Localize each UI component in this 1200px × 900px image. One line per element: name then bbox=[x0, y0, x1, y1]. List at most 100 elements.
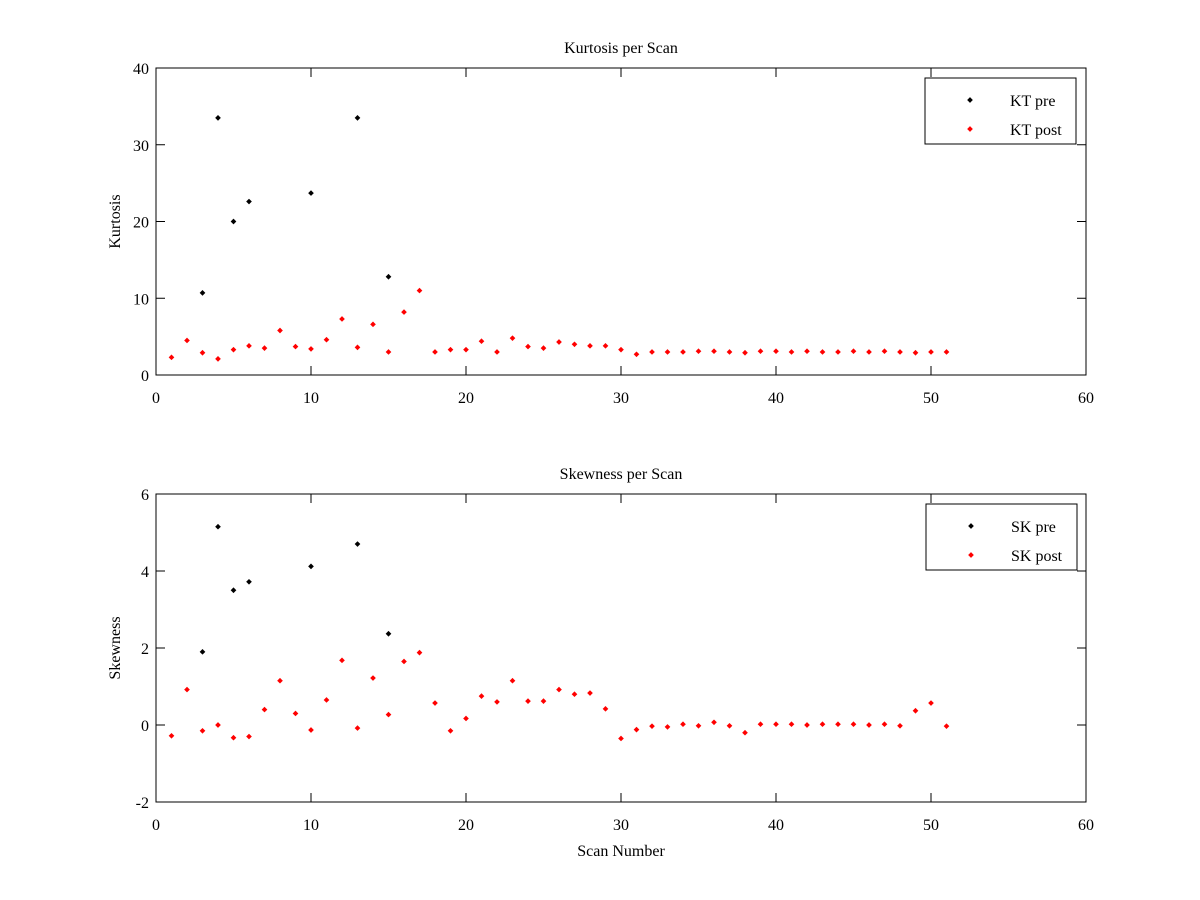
data-point bbox=[339, 316, 345, 322]
data-point bbox=[401, 658, 407, 665]
series-pre bbox=[199, 523, 392, 655]
data-point bbox=[494, 349, 500, 355]
data-point bbox=[649, 723, 655, 729]
data-point bbox=[246, 343, 252, 349]
series-post bbox=[168, 649, 950, 742]
legend-box bbox=[924, 77, 1077, 145]
legend-label: SK pre bbox=[1011, 519, 1056, 536]
data-point bbox=[633, 351, 640, 358]
data-point bbox=[199, 290, 206, 296]
data-point bbox=[385, 711, 392, 718]
data-point bbox=[230, 734, 237, 741]
data-point bbox=[835, 349, 841, 355]
data-point bbox=[711, 719, 717, 726]
series-post bbox=[168, 287, 950, 362]
y-tick-label: 6 bbox=[141, 487, 149, 504]
data-point bbox=[246, 578, 252, 585]
data-point bbox=[695, 722, 702, 729]
data-point bbox=[246, 733, 252, 740]
data-point bbox=[804, 348, 810, 355]
data-point bbox=[199, 727, 206, 734]
y-tick-label: 40 bbox=[133, 61, 149, 78]
kurtosis-chart: 0 10 20 30 40 50 60 0 10 20 30 40 Kurtosis per Scan K… bbox=[107, 40, 1094, 407]
data-point bbox=[680, 721, 686, 728]
data-point bbox=[447, 727, 454, 734]
data-point bbox=[742, 729, 748, 736]
data-point bbox=[215, 722, 221, 728]
data-point bbox=[602, 343, 609, 349]
data-point bbox=[261, 345, 268, 351]
x-tick-label: 30 bbox=[613, 390, 629, 407]
data-point bbox=[354, 115, 361, 121]
data-point bbox=[664, 724, 671, 730]
data-point bbox=[897, 722, 903, 729]
data-point bbox=[912, 349, 919, 356]
data-point bbox=[432, 700, 438, 706]
y-tick-label: 2 bbox=[141, 641, 149, 658]
data-point bbox=[230, 218, 237, 225]
y-tick-label: 20 bbox=[133, 215, 149, 232]
data-point bbox=[695, 348, 702, 355]
data-point bbox=[773, 348, 779, 355]
data-point bbox=[215, 356, 221, 362]
chart-title: Skewness per Scan bbox=[560, 466, 683, 483]
data-point bbox=[184, 337, 190, 344]
data-point bbox=[633, 726, 640, 733]
x-tick-label: 60 bbox=[1078, 390, 1094, 407]
data-point bbox=[215, 523, 221, 530]
data-point bbox=[354, 541, 361, 547]
data-point bbox=[261, 706, 268, 713]
data-point bbox=[540, 698, 547, 704]
data-point bbox=[757, 721, 764, 728]
data-point bbox=[571, 341, 578, 348]
data-point bbox=[881, 721, 888, 728]
data-point bbox=[928, 700, 934, 706]
data-point bbox=[819, 721, 826, 728]
data-point bbox=[277, 327, 283, 334]
x-tick-label: 10 bbox=[303, 390, 319, 407]
x-tick-label: 0 bbox=[152, 817, 160, 834]
data-point bbox=[711, 348, 717, 355]
data-point bbox=[292, 343, 299, 350]
x-tick-label: 60 bbox=[1078, 817, 1094, 834]
x-tick-label: 10 bbox=[303, 817, 319, 834]
x-tick-label: 40 bbox=[768, 817, 784, 834]
data-point bbox=[308, 727, 314, 733]
data-point bbox=[509, 677, 516, 684]
data-point bbox=[463, 715, 469, 722]
data-point bbox=[478, 693, 485, 699]
data-point bbox=[819, 349, 826, 355]
data-point bbox=[866, 349, 872, 355]
legend-label: KT post bbox=[1010, 122, 1062, 139]
x-axis-label: Scan Number bbox=[577, 843, 665, 860]
data-point bbox=[788, 349, 795, 355]
data-point bbox=[881, 348, 888, 355]
data-point bbox=[525, 698, 531, 704]
data-point bbox=[199, 349, 206, 356]
data-point bbox=[587, 343, 593, 349]
legend-marker bbox=[967, 97, 973, 103]
data-point bbox=[757, 348, 764, 355]
data-point bbox=[556, 339, 562, 345]
data-point bbox=[602, 706, 609, 712]
data-point bbox=[850, 721, 857, 728]
data-point bbox=[618, 346, 624, 353]
y-axis-label: Skewness bbox=[107, 616, 124, 679]
x-tick-label: 50 bbox=[923, 390, 939, 407]
y-tick-label: 30 bbox=[133, 138, 149, 155]
data-point bbox=[385, 630, 392, 637]
data-point bbox=[308, 563, 314, 570]
data-point bbox=[401, 309, 407, 315]
data-point bbox=[246, 198, 252, 205]
data-point bbox=[416, 649, 423, 656]
data-point bbox=[664, 349, 671, 355]
legend-box bbox=[925, 503, 1078, 571]
data-point bbox=[494, 699, 500, 705]
legend: KT pre KT post bbox=[924, 77, 1077, 145]
data-point bbox=[308, 190, 314, 196]
legend-marker bbox=[968, 552, 974, 558]
data-point bbox=[230, 587, 237, 594]
data-point bbox=[773, 721, 779, 728]
